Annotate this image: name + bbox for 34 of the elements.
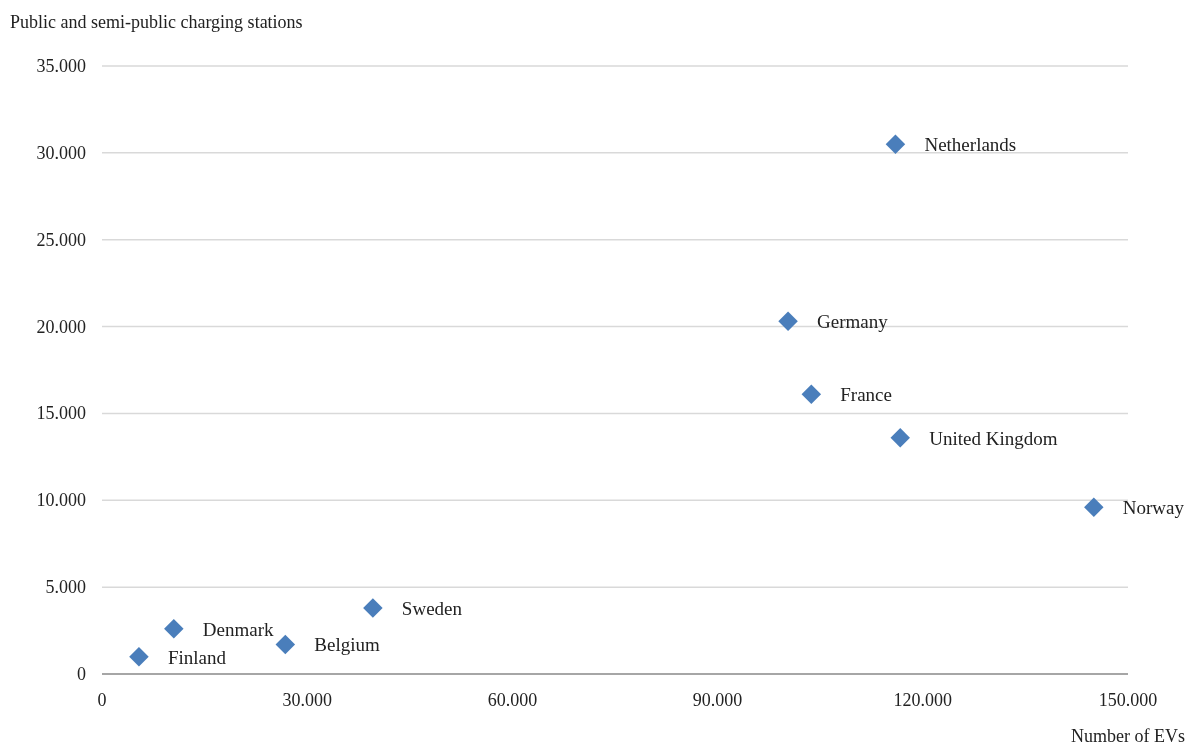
y-tick-label: 25.000 (36, 229, 86, 250)
x-tick-label: 60.000 (487, 690, 538, 710)
series-label: Finland (167, 646, 227, 668)
series-label: United Kingdom (929, 427, 1058, 449)
series-label: Denmark (202, 618, 275, 640)
series-label: France (840, 384, 893, 406)
x-axis-title: Number of EVs (1071, 726, 1185, 744)
series-label: Norway (1122, 497, 1185, 519)
point (890, 428, 910, 448)
y-tick-label: 0 (77, 664, 86, 684)
point (885, 134, 906, 154)
point (363, 598, 383, 618)
x-tick-label: 0 (97, 690, 107, 710)
x-tick-label: 30.000 (282, 690, 332, 710)
x-tick-label: 150.000 (1098, 690, 1158, 710)
point (164, 619, 184, 639)
point (129, 646, 149, 667)
y-tick-label: 30.000 (36, 142, 86, 163)
y-axis-title: Public and semi-public charging stations (10, 12, 303, 32)
point (1084, 497, 1104, 517)
x-tick-label: 120.000 (893, 690, 953, 710)
y-tick-label: 5.000 (45, 577, 86, 598)
series-label: Belgium (314, 634, 380, 656)
point (801, 384, 822, 405)
y-tick-label: 20.000 (36, 316, 86, 337)
x-tick-label: 90.000 (692, 690, 743, 710)
y-tick-label: 35.000 (36, 56, 86, 76)
series-label: Germany (817, 311, 889, 333)
series-label: Sweden (401, 597, 463, 619)
y-tick-label: 15.000 (36, 403, 86, 424)
y-tick-label: 10.000 (36, 490, 86, 511)
point (275, 634, 296, 655)
point (778, 311, 798, 332)
series-label: Netherlands (924, 134, 1017, 156)
